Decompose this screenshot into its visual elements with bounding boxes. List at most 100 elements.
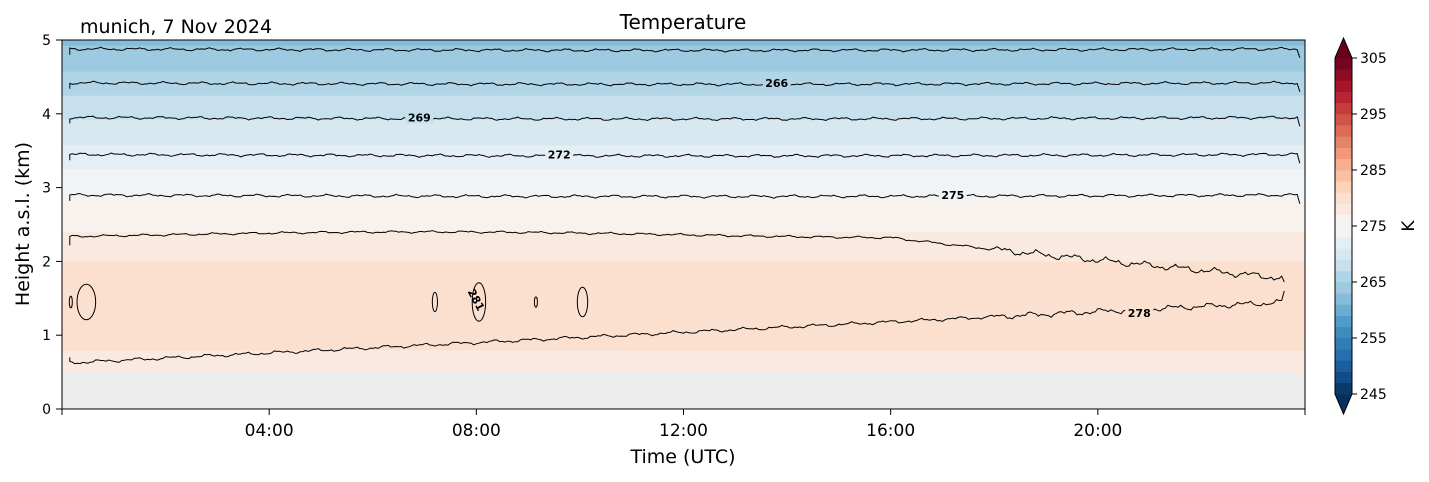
temperature-band — [62, 253, 1305, 257]
temperature-band — [62, 214, 1305, 218]
temperature-band — [62, 305, 1305, 308]
temperature-band — [62, 290, 1305, 294]
contour-label-278: 278 — [1128, 307, 1151, 320]
temperature-band — [62, 67, 1305, 70]
temperature-band — [62, 50, 1305, 54]
temperature-band — [62, 148, 1305, 151]
temperature-band — [62, 174, 1305, 177]
colorbar-tick-label: 305 — [1360, 51, 1387, 67]
contour-line — [69, 290, 1285, 365]
temperature-band — [62, 117, 1305, 120]
temperature-band — [62, 229, 1305, 233]
colorbar-segment — [1335, 281, 1352, 294]
temperature-band — [62, 283, 1305, 286]
temperature-band — [62, 216, 1305, 220]
temperature-band — [62, 122, 1305, 126]
temperature-band — [62, 205, 1305, 209]
temperature-band — [62, 238, 1305, 242]
temperature-band — [62, 262, 1305, 266]
temperature-band — [62, 368, 1305, 371]
temperature-band — [62, 72, 1305, 76]
temperature-band — [62, 257, 1305, 260]
colorbar-segment — [1335, 203, 1352, 216]
colorbar-segment — [1335, 180, 1352, 193]
temperature-band — [62, 270, 1305, 273]
temperature-band — [62, 115, 1305, 118]
temperature-band — [62, 251, 1305, 255]
temperature-band — [62, 329, 1305, 332]
y-axis: 0 1 2 3 4 5 — [42, 33, 62, 418]
temperature-band — [62, 285, 1305, 288]
temperature-band — [62, 161, 1305, 164]
temperature-band — [62, 139, 1305, 142]
temperature-band — [62, 307, 1305, 310]
temperature-band — [62, 255, 1305, 259]
colorbar-segment — [1335, 315, 1352, 328]
temperature-band — [62, 207, 1305, 211]
contour-line — [69, 115, 1301, 127]
temperature-band — [62, 152, 1305, 155]
temperature-band — [62, 240, 1305, 244]
temperature-band — [62, 237, 1305, 240]
colorbar-segment — [1335, 192, 1352, 204]
temperature-band — [62, 198, 1305, 201]
temperature-band — [62, 369, 1305, 373]
temperature-band — [62, 104, 1305, 107]
temperature-band — [62, 120, 1305, 124]
temperature-band — [62, 109, 1305, 113]
colorbar-segment — [1335, 337, 1352, 350]
temperature-band — [62, 189, 1305, 192]
temperature-band — [62, 355, 1305, 358]
contour-label-272: 272 — [548, 148, 571, 161]
temperature-band — [62, 353, 1305, 356]
temperature-band — [62, 144, 1305, 148]
temperature-band — [62, 126, 1305, 129]
contour-closed-281 — [471, 282, 487, 322]
temperature-band — [62, 71, 1305, 74]
contour-line — [69, 152, 1301, 164]
colorbar-extend-min — [1335, 394, 1352, 414]
temperature-band — [62, 181, 1305, 185]
temperature-band — [62, 334, 1305, 338]
temperature-band — [62, 190, 1305, 194]
temperature-band — [62, 45, 1305, 48]
temperature-band — [62, 351, 1305, 354]
temperature-band — [62, 264, 1305, 268]
temperature-band — [62, 362, 1305, 366]
colorbar-tick-label: 295 — [1360, 107, 1387, 123]
temperature-band — [62, 63, 1305, 67]
y-tick-label: 4 — [42, 107, 51, 123]
colorbar-segment — [1335, 382, 1352, 395]
temperature-band — [62, 124, 1305, 128]
temperature-band — [62, 150, 1305, 153]
temperature-band — [62, 98, 1305, 102]
temperature-band — [62, 323, 1305, 327]
temperature-band — [62, 314, 1305, 318]
x-tick-label: 04:00 — [245, 421, 294, 441]
contour-lines — [68, 46, 1301, 365]
colorbar-segment — [1335, 80, 1352, 92]
temperature-band — [62, 279, 1305, 282]
temperature-band — [62, 281, 1305, 284]
temperature-band — [62, 130, 1305, 133]
colorbar-segment — [1335, 136, 1352, 148]
colorbar-segment — [1335, 68, 1352, 81]
x-tick-label: 16:00 — [866, 421, 915, 441]
temperature-band — [62, 259, 1305, 262]
temperature-band — [62, 250, 1305, 253]
temperature-band — [62, 268, 1305, 271]
x-tick-label: 12:00 — [659, 421, 708, 441]
y-axis-label: Height a.s.l. (km) — [12, 142, 34, 306]
contour-closed-281 — [76, 283, 97, 321]
temperature-band — [62, 277, 1305, 281]
temperature-band — [62, 327, 1305, 330]
temperature-band — [62, 155, 1305, 159]
y-tick-label: 3 — [42, 181, 51, 197]
temperature-band — [62, 248, 1305, 251]
x-axis-label: Time (UTC) — [629, 446, 735, 468]
temperature-band — [62, 344, 1305, 347]
temperature-band — [62, 76, 1305, 80]
temperature-band — [62, 170, 1305, 174]
